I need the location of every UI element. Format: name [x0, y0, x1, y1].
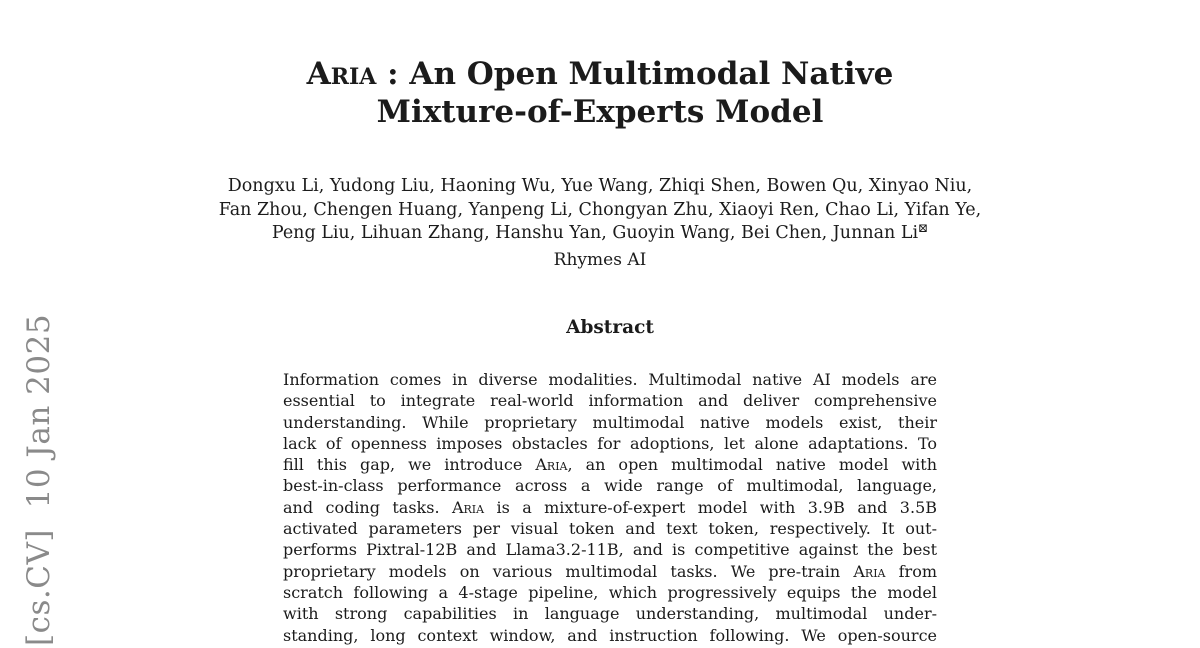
abstract-line: standing, long context window, and instr…: [283, 625, 937, 645]
abstract-text: Information comes in diverse modalities.…: [283, 369, 937, 646]
abstract-heading: Abstract: [566, 317, 654, 338]
paper-title-line-2: Mixture-of-Experts Model: [376, 94, 824, 130]
author-line-3-text: Peng Liu, Lihuan Zhang, Hanshu Yan, Guoy…: [271, 223, 919, 243]
abstract-line: essential to integrate real-world inform…: [283, 391, 937, 411]
abstract-line: activated parameters per visual token an…: [283, 519, 937, 539]
author-list: Dongxu Li, Yudong Liu, Haoning Wu, Yue W…: [0, 175, 1200, 246]
author-line-2: Fan Zhou, Chengen Huang, Yanpeng Li, Cho…: [218, 199, 982, 220]
abstract-line: performs Pixtral-12B and Llama3.2-11B, a…: [283, 540, 937, 560]
abstract-line: understanding. While proprietary multimo…: [283, 412, 937, 432]
abstract-line: fill this gap, we introduce Aria, an ope…: [283, 455, 938, 475]
abstract-line: best-in-class performance across a wide …: [283, 476, 937, 496]
paper-title-line-1: Aria : An Open Multimodal Native: [306, 56, 894, 92]
abstract-line: scratch following a 4-stage pipeline, wh…: [283, 582, 937, 602]
abstract-line: proprietary models on various multimodal…: [283, 561, 937, 581]
arxiv-category-date-stamp: [cs.CV] 10 Jan 2025: [21, 313, 57, 646]
abstract-line: lack of openness imposes obstacles for a…: [283, 433, 937, 453]
author-line-3: Peng Liu, Lihuan Zhang, Hanshu Yan, Guoy…: [271, 221, 929, 243]
abstract-line: Information comes in diverse modalities.…: [283, 370, 937, 389]
author-line-1: Dongxu Li, Yudong Liu, Haoning Wu, Yue W…: [227, 176, 973, 196]
affiliation: Rhymes AI: [553, 250, 647, 270]
abstract-line: with strong capabilities in language und…: [283, 604, 937, 624]
paper-title: Aria : An Open Multimodal Native Mixture…: [0, 55, 1200, 131]
abstract-line: and coding tasks. Aria is a mixture-of-e…: [283, 497, 938, 517]
